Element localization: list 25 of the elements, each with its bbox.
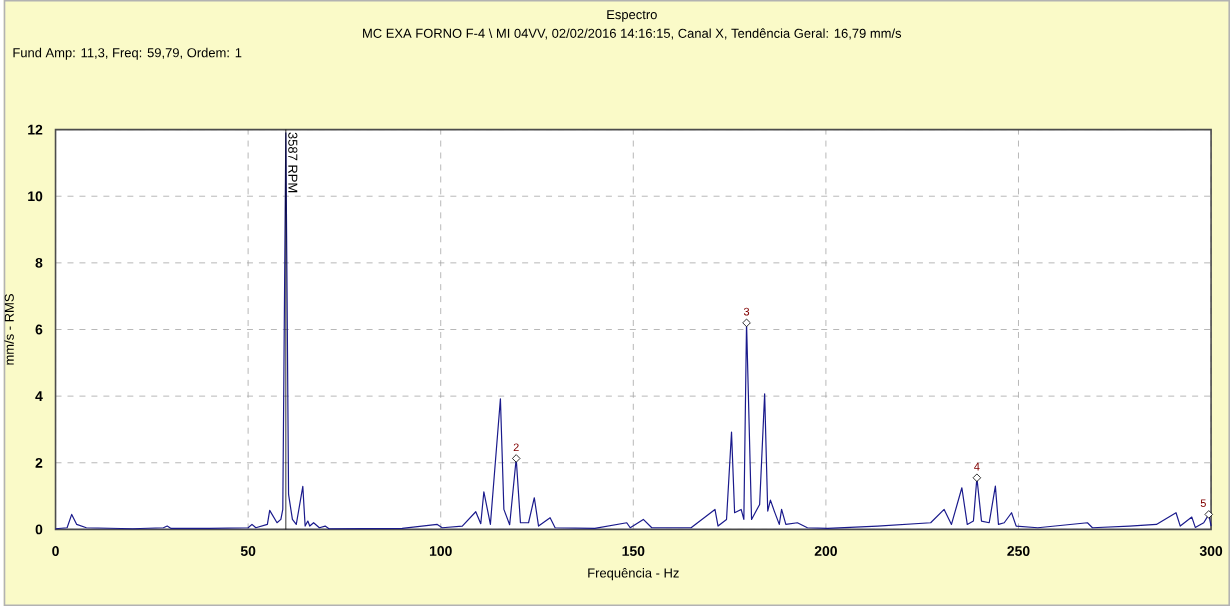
annotation: 5 xyxy=(1200,499,1206,507)
y-axis-title: mm/s - RMS xyxy=(4,294,14,365)
y-tick-label: 6 xyxy=(35,324,43,335)
y-tick-label: 0 xyxy=(35,524,43,535)
x-tick-label: 100 xyxy=(429,546,452,556)
x-tick-label: 300 xyxy=(1199,546,1223,556)
x-tick-label: 50 xyxy=(240,546,256,556)
y-tick-label: 2 xyxy=(35,457,43,468)
x-tick-label: 250 xyxy=(1007,546,1030,556)
text: Fund Amp: 11,3, Freq: 59,79, Ordem: 1 xyxy=(13,47,242,60)
x-tick-label: 200 xyxy=(814,546,837,556)
annotation: 4 xyxy=(974,462,980,471)
line-series xyxy=(54,132,1213,530)
ref-line-label: 3587 RPM xyxy=(288,132,298,193)
x-tick-label: 150 xyxy=(622,546,645,556)
y-tick-label: 10 xyxy=(28,191,43,202)
annotation: 2 xyxy=(513,443,519,451)
y-tick-label: 12 xyxy=(28,124,43,135)
chart-subtitle: MC EXA FORNO F-4 \ MI 04VV, 02/02/2016 14:16:15, Canal X, Tendência Geral: 16,79 mm/s xyxy=(363,28,902,40)
y-tick-label: 8 xyxy=(35,257,43,268)
chart-title: Espectro xyxy=(607,10,657,22)
x-axis-title: Frequência - Hz xyxy=(588,567,679,581)
y-tick-label: 4 xyxy=(35,391,43,401)
x-tick-label: 0 xyxy=(52,546,59,556)
annotation: 3 xyxy=(743,307,750,316)
